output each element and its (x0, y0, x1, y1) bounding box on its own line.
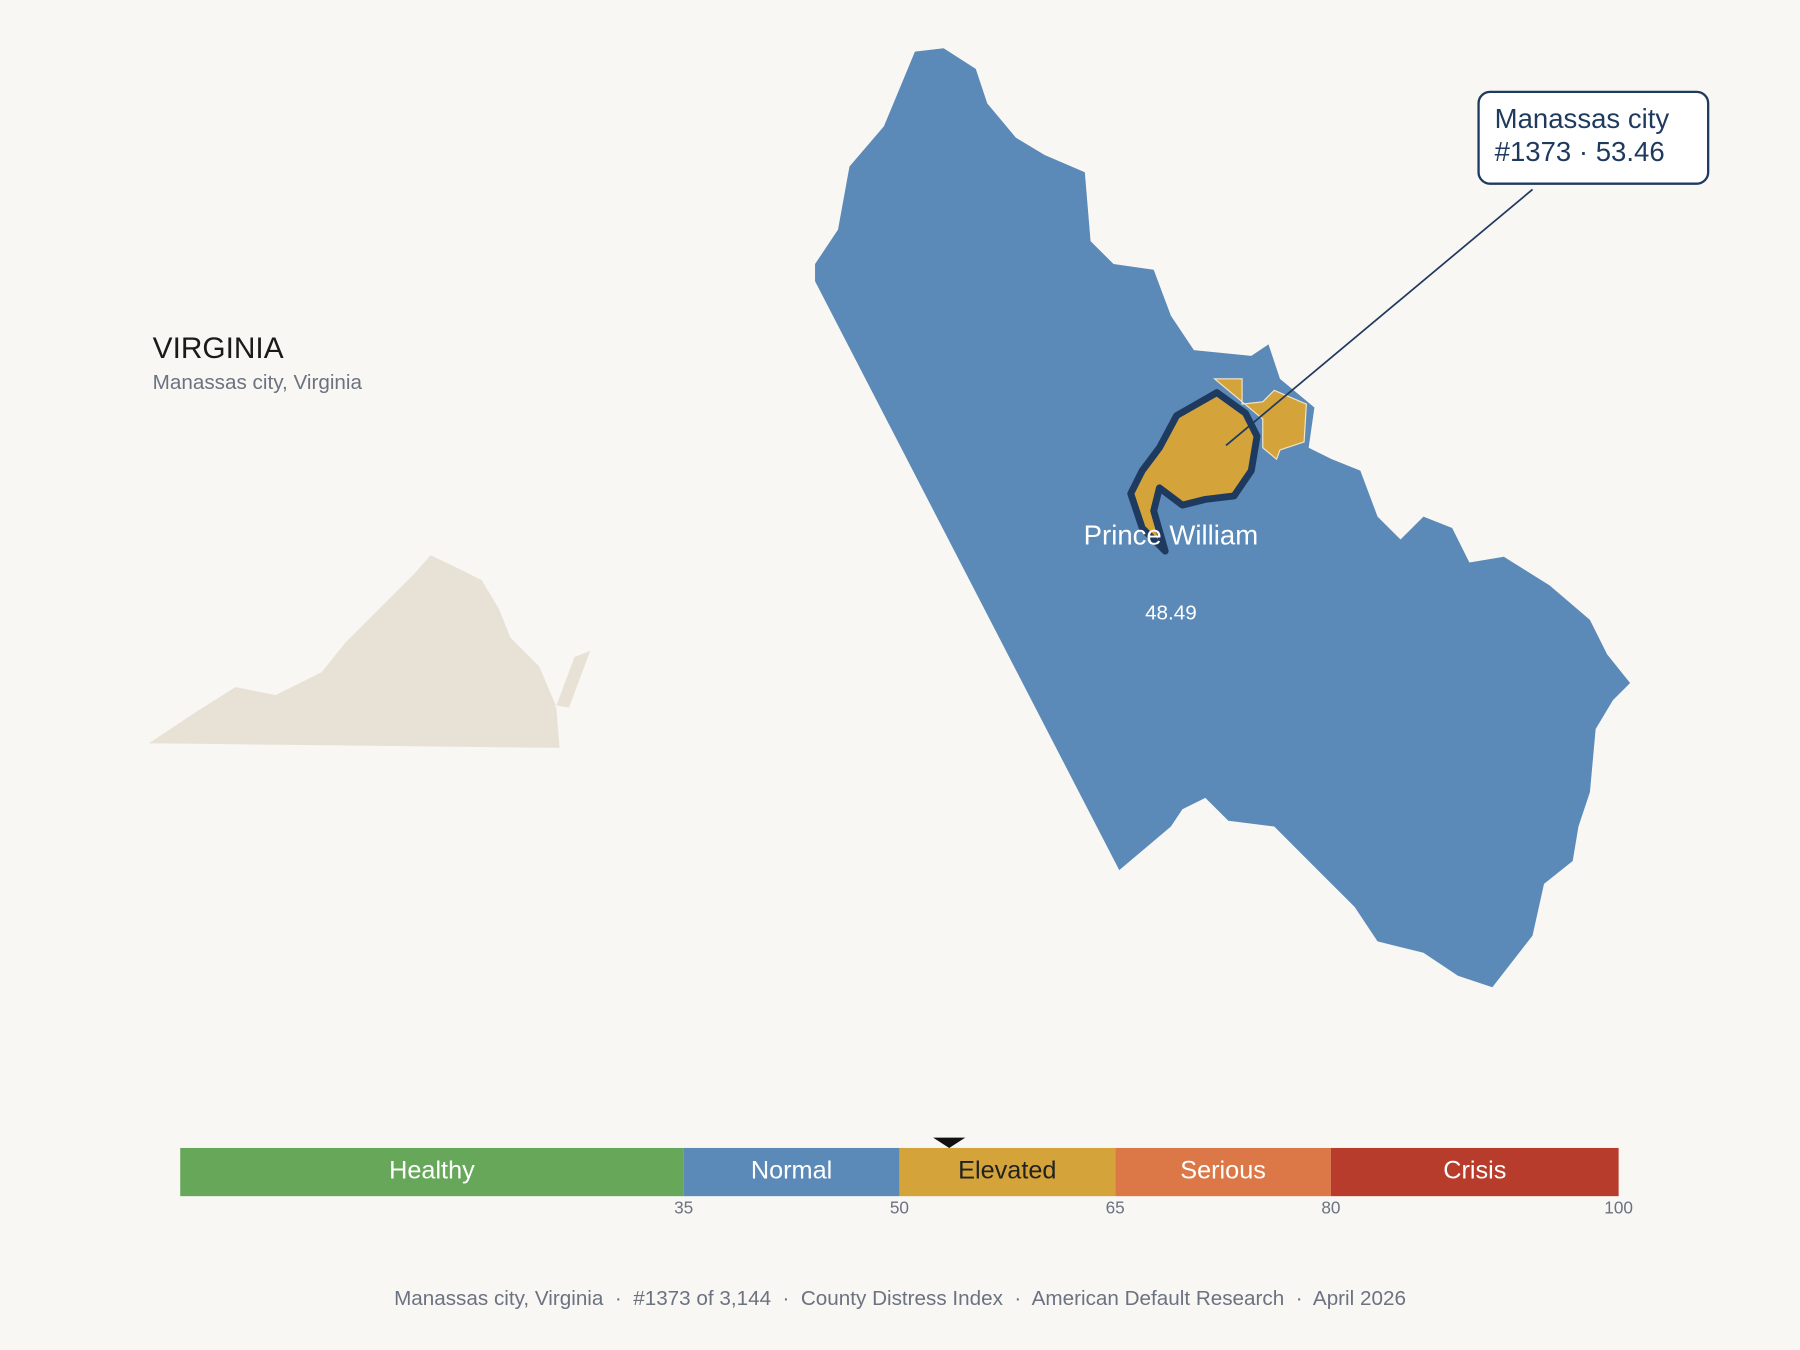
tick-label: 80 (1321, 1197, 1340, 1217)
county-shape (815, 48, 1631, 988)
eastern-shore (554, 648, 593, 709)
scale-band (899, 1147, 1116, 1197)
tick-label: 50 (890, 1197, 909, 1217)
band-label: Normal (751, 1157, 832, 1185)
tick-label: 35 (674, 1197, 693, 1217)
band-label: Elevated (958, 1157, 1056, 1185)
state-shape (145, 553, 561, 750)
county-score: 48.49 (1145, 602, 1197, 625)
footer: Manassas city, Virginia · #1373 of 3,144… (394, 1287, 1406, 1310)
scale-band (180, 1147, 684, 1197)
tick-label: 65 (1106, 1197, 1125, 1217)
band-label: Serious (1180, 1157, 1266, 1185)
scale-band (1330, 1147, 1619, 1197)
callout-leader (1225, 188, 1534, 447)
band-label: Healthy (389, 1157, 475, 1185)
highlight-city (1127, 389, 1261, 555)
tick-label: 100 (1604, 1197, 1633, 1217)
callout-rank: #1373 · 53.46 (1495, 136, 1665, 167)
distress-scale: Healthy 35 Normal 50 Elevated 65 Serious 80 Cris… (180, 1137, 1633, 1217)
state-minimap (145, 553, 593, 750)
callout-name: Manassas city (1495, 103, 1670, 134)
subtitle: Manassas city, Virginia (153, 371, 363, 394)
score-marker (933, 1137, 966, 1148)
county-name: Prince William (1084, 520, 1258, 551)
scale-band (683, 1147, 900, 1197)
scale-band (1115, 1147, 1331, 1197)
neighbor-city (1212, 378, 1307, 461)
callout-box (1477, 90, 1710, 185)
band-label: Crisis (1443, 1157, 1506, 1185)
state-title: VIRGINIA (153, 332, 284, 365)
